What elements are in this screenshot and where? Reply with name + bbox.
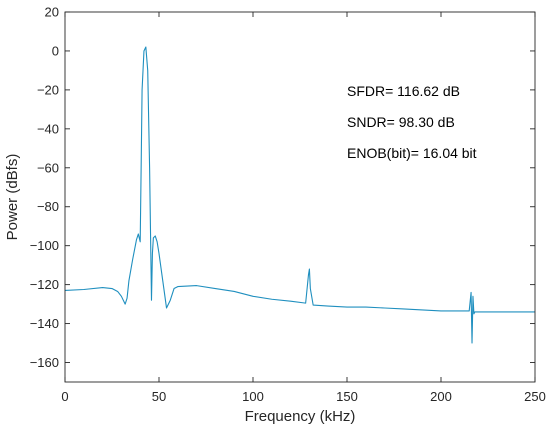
ticks-layer: 0 50 100 150 200 250200−20−40−60−80−100−120−1… xyxy=(30,5,546,405)
y-tick-label: 0 xyxy=(52,43,59,58)
x-tick-label: 0 xyxy=(61,389,68,404)
annotation-text: SNDR= 98.30 dB xyxy=(347,114,455,130)
annotation-group: SFDR= 116.62 dB SNDR= 98.30 dB ENOB(bit)= … xyxy=(347,83,477,161)
x-tick-label: 250 xyxy=(524,389,546,404)
y-tick-label: −160 xyxy=(30,355,59,370)
y-tick-label: 20 xyxy=(45,5,59,20)
spectrum-line xyxy=(64,46,535,344)
x-tick-label: 50 xyxy=(152,389,166,404)
y-tick-label: −100 xyxy=(30,238,59,253)
x-tick-label: 150 xyxy=(336,389,358,404)
x-tick-label: 200 xyxy=(430,389,452,404)
plot-area xyxy=(65,12,535,382)
annotation-text: SFDR= 116.62 dB xyxy=(347,83,460,99)
x-tick-label: 100 xyxy=(242,389,264,404)
annotation-text: ENOB(bit)= 16.04 bit xyxy=(347,145,477,161)
plot-frame xyxy=(64,11,536,383)
y-tick-label: −40 xyxy=(37,121,59,136)
x-axis-label: Frequency (kHz) xyxy=(245,408,356,425)
y-tick-label: −60 xyxy=(37,160,59,175)
y-tick-label: −120 xyxy=(30,277,59,292)
y-tick-label: −140 xyxy=(30,316,59,331)
y-axis-label: Power (dBfs) xyxy=(4,154,21,241)
y-tick-label: −80 xyxy=(37,199,59,214)
y-tick-label: −20 xyxy=(37,82,59,97)
